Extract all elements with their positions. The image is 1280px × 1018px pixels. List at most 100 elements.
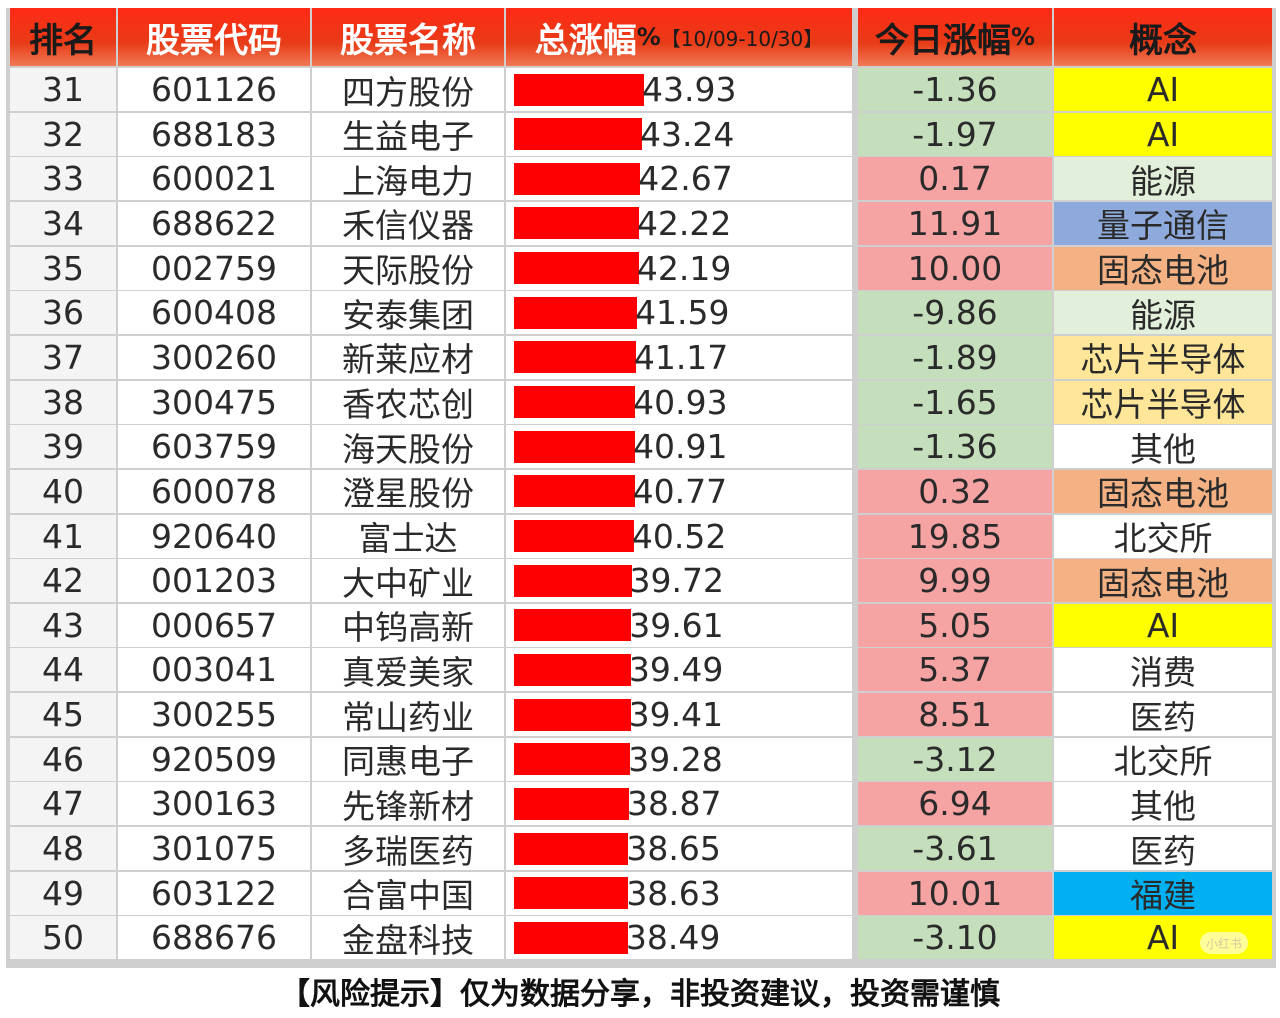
concept-cell: 其他: [1054, 425, 1272, 469]
concept-cell: 消费: [1054, 648, 1272, 692]
total-gain-cell: 43.93: [506, 68, 852, 111]
total-gain-bar: [514, 252, 639, 285]
total-gain-cell: 42.19: [506, 246, 852, 290]
header-total-gain-pct: %: [636, 23, 661, 51]
total-gain-value: 38.49: [625, 918, 721, 958]
code-cell: 603122: [118, 871, 310, 915]
code-cell: 000657: [118, 603, 310, 647]
total-gain-cell: 40.77: [506, 469, 852, 513]
code-cell: 688622: [118, 201, 310, 245]
rank-cell: 42: [10, 559, 116, 603]
header-rank: 排名: [10, 8, 116, 66]
total-gain-bar: [514, 475, 635, 508]
name-cell: 安泰集团: [312, 291, 504, 335]
today-gain-cell: 19.85: [858, 514, 1052, 558]
header-today-gain-pct: %: [1010, 23, 1036, 51]
rank-cell: 46: [10, 737, 116, 781]
rank-cell: 45: [10, 693, 116, 737]
today-gain-cell: -9.86: [858, 291, 1052, 335]
today-gain-cell: -1.36: [858, 68, 1052, 111]
rank-cell: 43: [10, 603, 116, 647]
concept-cell: 北交所: [1054, 514, 1272, 558]
total-gain-cell: 39.49: [506, 648, 852, 692]
concept-cell: 量子通信: [1054, 201, 1272, 245]
total-gain-cell: 40.93: [506, 380, 852, 424]
today-gain-cell: -3.12: [858, 737, 1052, 781]
total-gain-cell: 40.91: [506, 425, 852, 469]
total-gain-bar: [514, 698, 631, 731]
total-gain-value: 43.24: [639, 114, 735, 154]
concept-cell: 福建: [1054, 871, 1272, 915]
today-gain-cell: 10.01: [858, 871, 1052, 915]
name-cell: 澄星股份: [312, 469, 504, 513]
today-gain-cell: 6.94: [858, 782, 1052, 826]
code-cell: 300260: [118, 335, 310, 379]
name-cell: 先锋新材: [312, 782, 504, 826]
today-gain-cell: 0.32: [858, 469, 1052, 513]
code-cell: 300163: [118, 782, 310, 826]
rank-cell: 37: [10, 335, 116, 379]
rank-cell: 44: [10, 648, 116, 692]
today-gain-cell: 5.05: [858, 603, 1052, 647]
total-gain-value: 39.28: [628, 739, 723, 779]
name-cell: 金盘科技: [312, 916, 504, 960]
name-cell: 真爱美家: [312, 648, 504, 692]
total-gain-value: 40.91: [633, 427, 728, 467]
header-total-gain-label: 总涨幅: [534, 20, 637, 61]
name-cell: 同惠电子: [312, 737, 504, 781]
header-date-range: 【10/09-10/30】: [660, 26, 824, 51]
rank-cell: 49: [10, 871, 116, 915]
total-gain-value: 39.49: [628, 650, 724, 690]
rank-cell: 50: [10, 916, 116, 960]
name-cell: 天际股份: [312, 246, 504, 290]
total-gain-value: 40.77: [632, 471, 728, 511]
header-today-gain: 今日涨幅%: [858, 8, 1052, 66]
total-gain-cell: 42.67: [506, 157, 852, 201]
total-gain-cell: 42.22: [506, 201, 852, 245]
total-gain-value: 40.52: [631, 516, 727, 556]
total-gain-bar: [514, 162, 641, 195]
total-gain-value: 39.72: [629, 561, 725, 601]
name-cell: 生益电子: [312, 112, 504, 156]
name-cell: 合富中国: [312, 871, 504, 915]
total-gain-bar: [514, 921, 628, 954]
total-gain-cell: 39.41: [506, 693, 852, 737]
code-cell: 301075: [118, 827, 310, 871]
header-total-gain: 总涨幅% 【10/09-10/30】: [506, 8, 852, 66]
total-gain-bar: [514, 609, 632, 642]
total-gain-value: 41.59: [635, 293, 730, 333]
name-cell: 禾信仪器: [312, 201, 504, 245]
header-code-label: 股票代码: [146, 20, 282, 61]
name-cell: 新莱应材: [312, 335, 504, 379]
total-gain-bar: [514, 430, 636, 463]
total-gain-cell: 39.61: [506, 603, 852, 647]
rank-cell: 47: [10, 782, 116, 826]
total-gain-cell: 41.59: [506, 291, 852, 335]
rank-cell: 41: [10, 514, 116, 558]
total-gain-bar: [514, 73, 644, 106]
code-cell: 300475: [118, 380, 310, 424]
concept-cell: 芯片半导体: [1054, 380, 1272, 424]
today-gain-cell: -1.97: [858, 112, 1052, 156]
name-cell: 多瑞医药: [312, 827, 504, 871]
name-cell: 上海电力: [312, 157, 504, 201]
total-gain-value: 39.41: [628, 695, 724, 735]
code-cell: 688676: [118, 916, 310, 960]
total-gain-bar: [514, 743, 631, 776]
rank-cell: 34: [10, 201, 116, 245]
total-gain-value: 38.65: [626, 829, 721, 869]
watermark-logo: 小红书: [1200, 932, 1248, 954]
today-gain-cell: 10.00: [858, 246, 1052, 290]
today-gain-cell: -1.89: [858, 335, 1052, 379]
today-gain-cell: -3.61: [858, 827, 1052, 871]
concept-cell: 固态电池: [1054, 559, 1272, 603]
concept-cell: 能源: [1054, 157, 1272, 201]
total-gain-value: 38.63: [626, 873, 721, 913]
concept-cell: AI: [1054, 112, 1272, 156]
total-gain-bar: [514, 832, 629, 865]
total-gain-cell: 38.87: [506, 782, 852, 826]
code-cell: 001203: [118, 559, 310, 603]
header-rank-label: 排名: [29, 20, 97, 61]
rank-cell: 33: [10, 157, 116, 201]
total-gain-cell: 38.63: [506, 871, 852, 915]
